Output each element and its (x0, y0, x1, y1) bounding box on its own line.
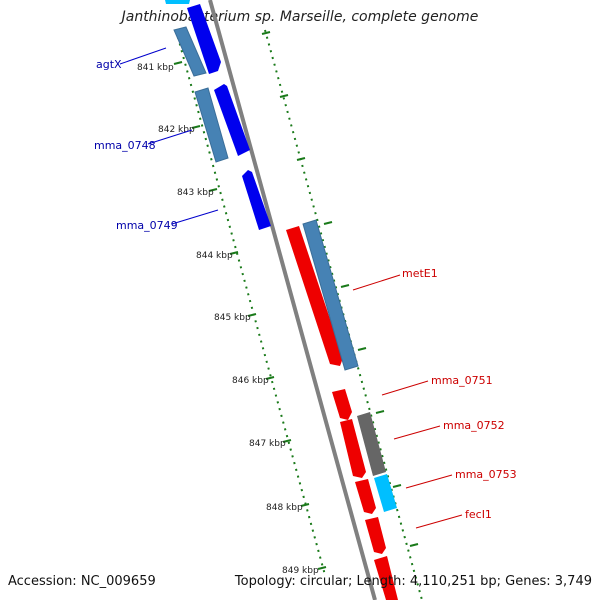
tick-label-849: 849 kbp (282, 566, 319, 576)
leader-mma0753 (405, 474, 453, 489)
major-tick (229, 251, 239, 255)
gene-label-mma0752[interactable]: mma_0752 (443, 419, 505, 432)
cds-cyan-mma0753[interactable] (374, 474, 397, 512)
tick-label-844: 844 kbp (196, 251, 233, 261)
cds-blue-mma0748[interactable] (194, 87, 229, 163)
accession-text: Accession: NC_009659 (8, 574, 156, 589)
right-major-ticks (261, 31, 419, 547)
cds-cyan-top[interactable] (165, 0, 190, 4)
gene-label-agtX[interactable]: agtX (96, 58, 122, 71)
gene-label-metE1[interactable]: metE1 (402, 267, 438, 280)
left-dotted-guide (175, 29, 326, 576)
gene-label-mma0753[interactable]: mma_0753 (455, 468, 517, 481)
genome-stats-text: Topology: circular; Length: 4,110,251 bp… (234, 574, 592, 589)
gene-label-mma0751[interactable]: mma_0751 (431, 374, 493, 387)
major-tick (279, 94, 289, 98)
gene-mma0748[interactable] (214, 84, 250, 156)
tick-label-846: 846 kbp (232, 376, 269, 386)
cds-blue-agtX[interactable] (173, 26, 207, 77)
gene-bottom[interactable] (374, 556, 398, 600)
major-tick (300, 503, 310, 507)
cds-blue-metE1[interactable] (302, 219, 359, 371)
major-tick (340, 284, 350, 288)
major-tick (247, 313, 257, 317)
cds-grey-mma0752[interactable] (357, 412, 386, 476)
gene-mma0752[interactable] (340, 419, 366, 478)
leader-mma0752 (393, 425, 441, 440)
major-tick (296, 157, 306, 161)
major-tick (282, 439, 292, 443)
major-tick (208, 188, 218, 192)
major-tick (392, 484, 402, 488)
gene-agtX[interactable] (187, 4, 221, 74)
tick-label-845: 845 kbp (214, 313, 251, 323)
major-tick (265, 376, 275, 380)
major-tick (261, 31, 271, 35)
gene-label-mma0748[interactable]: mma_0748 (94, 139, 156, 152)
leader-metE1 (352, 274, 401, 291)
map-title: Janthinobacterium sp. Marseille, complet… (121, 9, 479, 25)
major-tick (409, 543, 419, 547)
tick-label-848: 848 kbp (266, 503, 303, 513)
leader-mma0749 (171, 209, 219, 225)
leader-agtX (119, 47, 167, 65)
tick-label-847: 847 kbp (249, 439, 286, 449)
genome-backbone (208, 0, 377, 600)
leader-mma0751 (381, 380, 429, 396)
leader-fecI1 (415, 514, 463, 529)
gene-label-fecI1[interactable]: fecI1 (465, 508, 492, 521)
gene-fecI1[interactable] (365, 517, 386, 554)
major-tick (191, 125, 201, 129)
major-tick (173, 61, 183, 65)
leader-mma0748 (147, 129, 193, 145)
tick-label-843: 843 kbp (177, 188, 214, 198)
gene-mma0749[interactable] (242, 170, 271, 230)
gene-metE1[interactable] (286, 226, 343, 366)
left-major-ticks (173, 61, 327, 570)
tick-label-841: 841 kbp (137, 63, 174, 73)
gene-mma0753[interactable] (355, 479, 376, 514)
major-tick (375, 410, 385, 414)
gene-label-mma0749[interactable]: mma_0749 (116, 219, 178, 232)
major-tick (323, 221, 333, 225)
major-tick (357, 347, 367, 351)
gene-mma0751[interactable] (332, 389, 352, 420)
tick-label-842: 842 kbp (158, 125, 195, 135)
major-tick (317, 566, 327, 570)
